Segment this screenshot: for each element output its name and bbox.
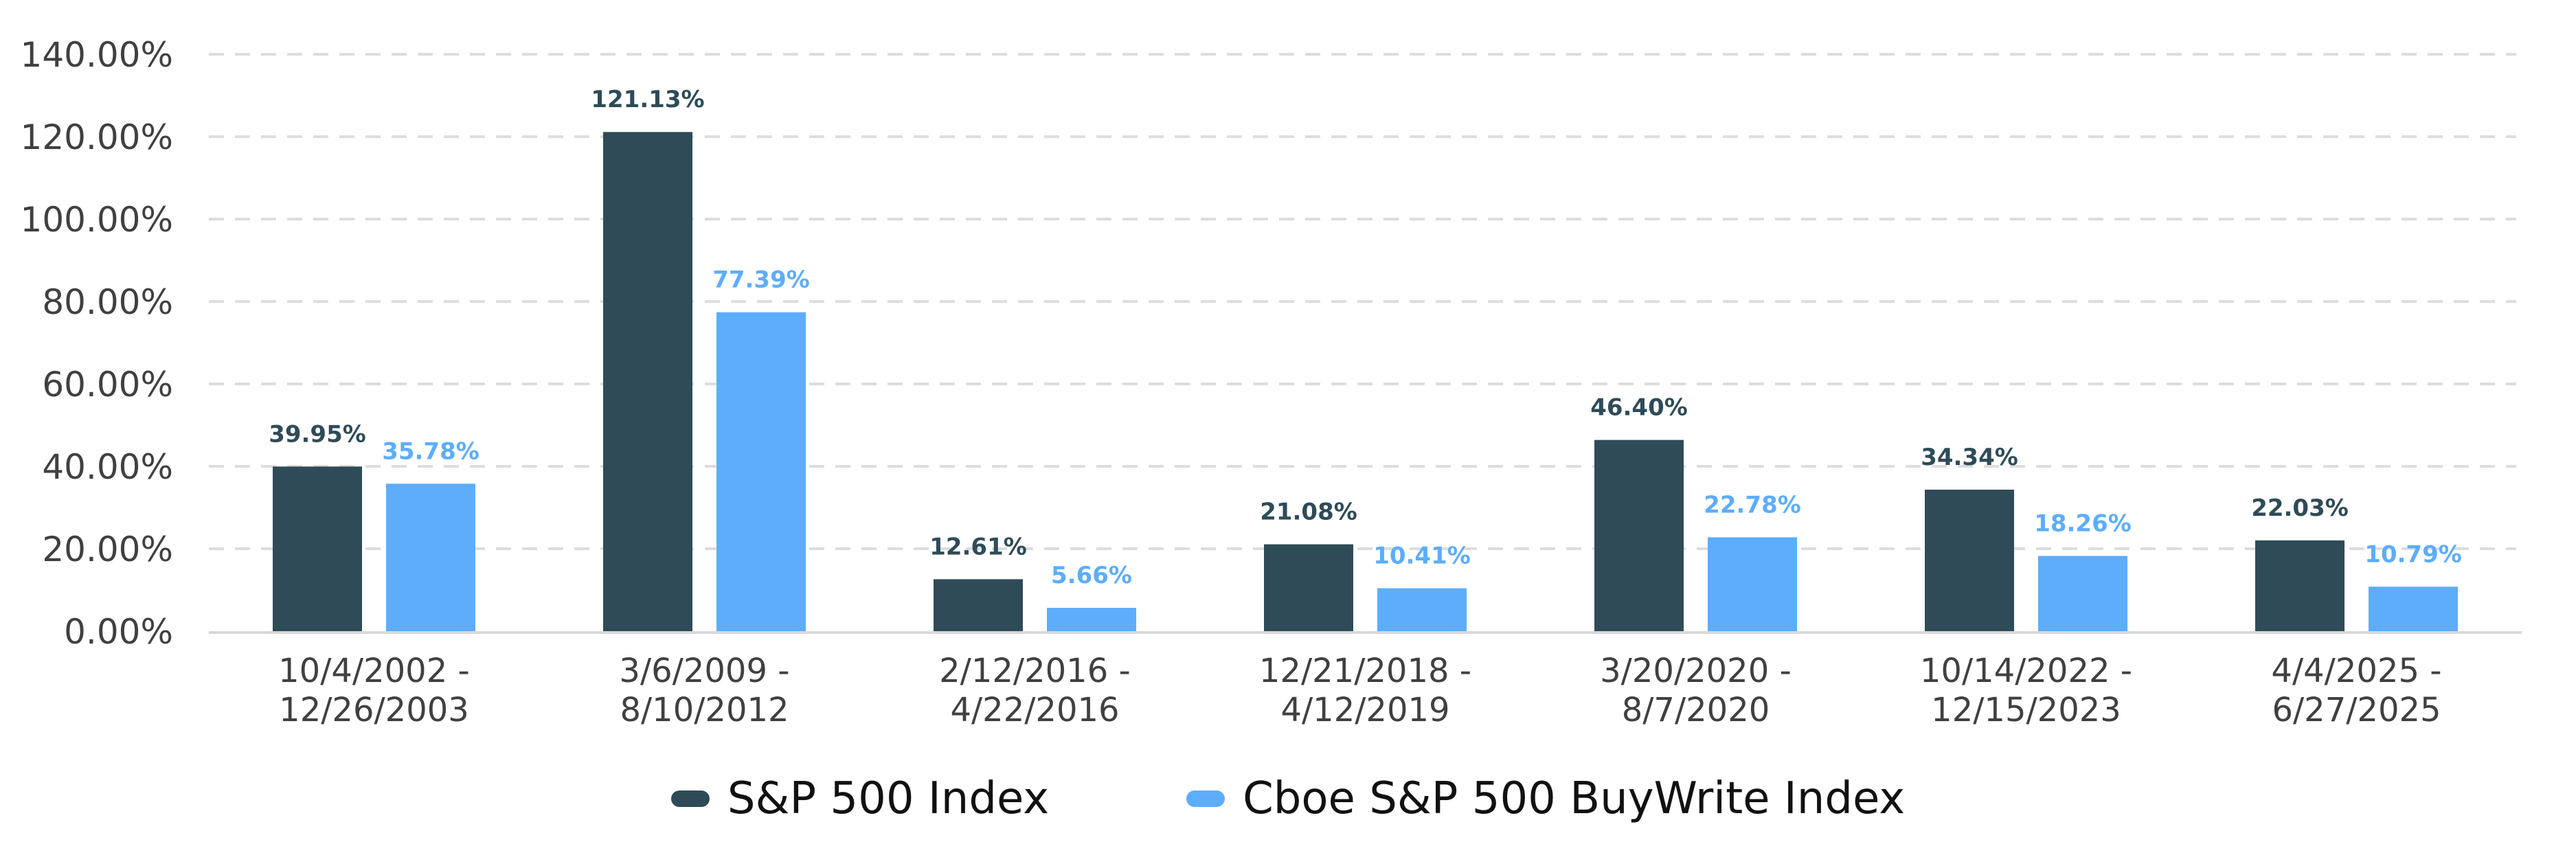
x-tick-label: 3/6/2009 - xyxy=(619,652,789,690)
data-label: 22.78% xyxy=(1704,491,1801,519)
x-tick-label: 2/12/2016 - xyxy=(939,652,1131,690)
x-axis: 10/4/2002 -12/26/2003 3/6/2009 -8/10/2012… xyxy=(209,631,2522,729)
y-axis: 0.00% 20.00% 40.00% 60.00% 80.00% 100.00% 120.… xyxy=(21,35,173,652)
x-tick-label: 6/27/2025 xyxy=(2272,691,2441,729)
legend-swatch-sp500-icon xyxy=(670,791,710,807)
bar-sp500[interactable] xyxy=(2255,540,2345,631)
bar-buywrite[interactable] xyxy=(1047,608,1136,631)
x-tick-label: 10/14/2022 - xyxy=(1920,652,2132,690)
x-tick-label: 8/7/2020 xyxy=(1622,691,1770,729)
data-label: 21.08% xyxy=(1260,499,1357,526)
legend-item-buywrite[interactable]: Cboe S&P 500 BuyWrite Index xyxy=(1186,773,1905,824)
y-tick-label: 40.00% xyxy=(42,447,173,487)
x-tick-label: 10/4/2002 - xyxy=(278,652,470,690)
data-label: 12.61% xyxy=(929,533,1027,560)
data-label: 10.41% xyxy=(1373,543,1471,570)
bars: 39.95% 35.78% 121.13% 77.39% 12.61% 5.66% 21.0… xyxy=(269,86,2462,632)
bar-sp500[interactable] xyxy=(603,132,692,632)
y-tick-label: 0.00% xyxy=(64,612,173,652)
bar-buywrite[interactable] xyxy=(1377,588,1467,631)
data-label: 35.78% xyxy=(382,437,479,465)
data-label: 5.66% xyxy=(1051,562,1132,589)
x-tick-label: 12/21/2018 - xyxy=(1259,652,1471,690)
legend-swatch-buywrite-icon xyxy=(1186,791,1225,807)
data-label: 10.79% xyxy=(2364,541,2462,568)
x-tick-label: 4/22/2016 xyxy=(950,691,1119,729)
x-tick-label: 4/12/2019 xyxy=(1280,691,1449,729)
bar-buywrite[interactable] xyxy=(386,484,475,631)
bar-sp500[interactable] xyxy=(273,466,362,631)
data-label: 18.26% xyxy=(2034,510,2132,537)
data-label: 121.13% xyxy=(591,86,704,113)
y-tick-label: 80.00% xyxy=(42,282,173,322)
x-tick-label: 4/4/2025 - xyxy=(2271,652,2441,690)
legend-label-sp500: S&P 500 Index xyxy=(727,773,1050,824)
y-tick-label: 140.00% xyxy=(21,35,173,75)
x-tick-label: 3/20/2020 - xyxy=(1600,652,1792,690)
x-tick-label: 12/26/2003 xyxy=(279,691,469,729)
data-label: 77.39% xyxy=(712,266,810,294)
bar-sp500[interactable] xyxy=(934,579,1023,631)
bar-buywrite[interactable] xyxy=(716,312,806,631)
data-label: 46.40% xyxy=(1590,394,1688,422)
bar-sp500[interactable] xyxy=(1264,544,1353,631)
y-tick-label: 120.00% xyxy=(21,117,173,157)
bar-sp500[interactable] xyxy=(1925,489,2014,631)
x-tick-label: 8/10/2012 xyxy=(620,691,789,729)
data-label: 39.95% xyxy=(269,420,366,448)
legend-label-buywrite: Cboe S&P 500 BuyWrite Index xyxy=(1243,773,1906,824)
bar-buywrite[interactable] xyxy=(1708,537,1797,631)
y-tick-label: 20.00% xyxy=(42,530,173,569)
bar-sp500[interactable] xyxy=(1594,440,1684,631)
bar-buywrite[interactable] xyxy=(2369,587,2458,631)
data-label: 34.34% xyxy=(1921,444,2018,471)
gridlines xyxy=(209,53,2516,550)
data-label: 22.03% xyxy=(2251,494,2349,522)
legend-item-sp500[interactable]: S&P 500 Index xyxy=(670,773,1050,824)
x-tick-label: 12/15/2023 xyxy=(1931,691,2121,729)
bar-buywrite[interactable] xyxy=(2038,556,2127,631)
legend: S&P 500 Index Cboe S&P 500 BuyWrite Inde… xyxy=(0,773,2576,824)
y-tick-label: 100.00% xyxy=(21,200,173,240)
y-tick-label: 60.00% xyxy=(42,365,173,405)
